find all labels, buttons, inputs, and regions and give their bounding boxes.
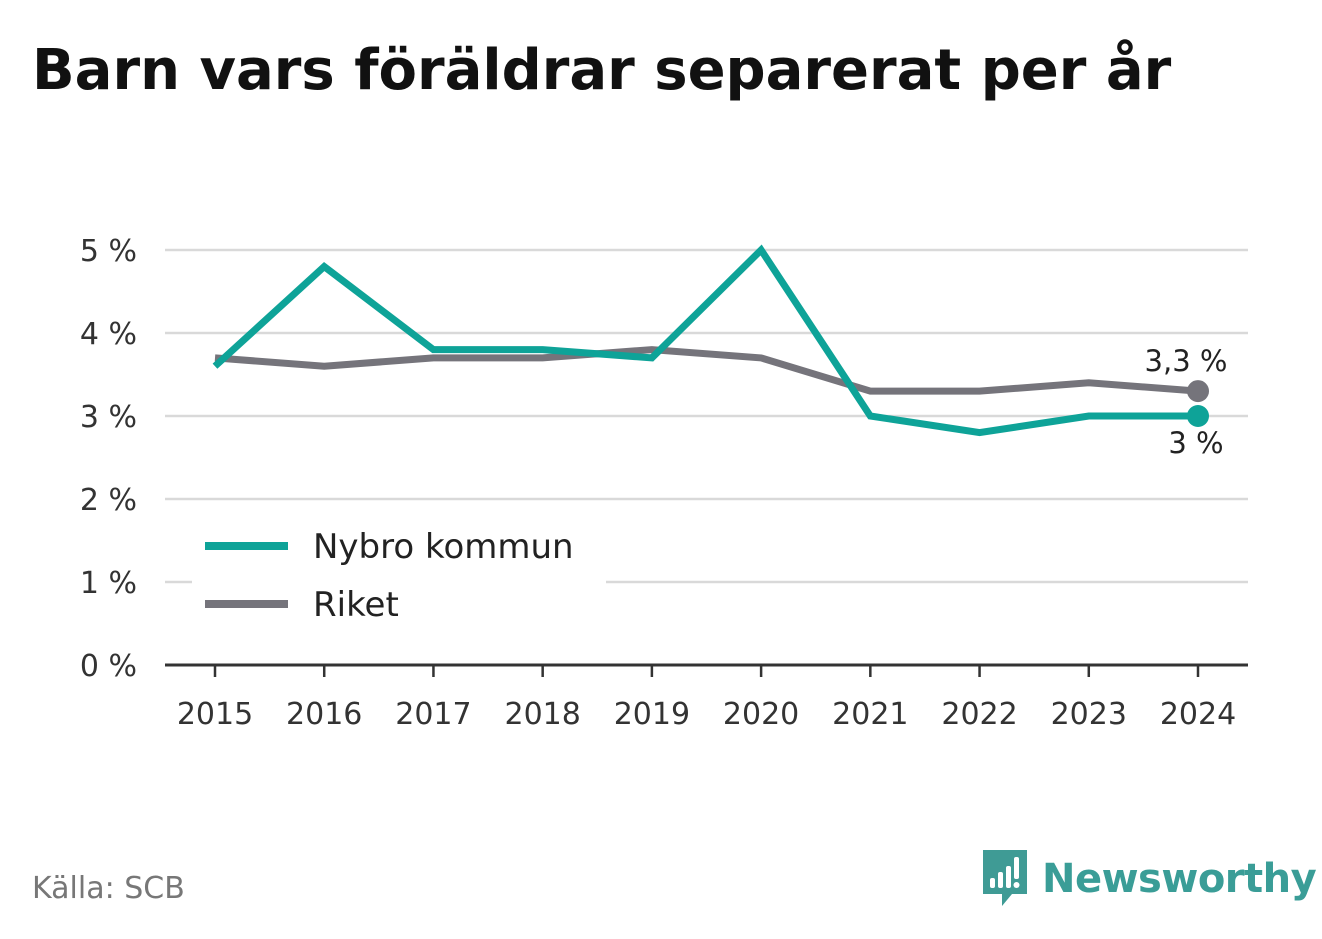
y-tick-label: 1 %: [80, 566, 137, 601]
series-end-point: [1187, 405, 1209, 427]
legend: Nybro kommun Riket: [192, 520, 606, 638]
x-tick-label: 2018: [504, 697, 580, 732]
x-tick-label: 2023: [1051, 697, 1127, 732]
x-tick-label: 2017: [395, 697, 471, 732]
y-tick-label: 2 %: [80, 483, 137, 518]
series-end-point: [1187, 380, 1209, 403]
y-tick-label: 4 %: [80, 317, 137, 352]
newsworthy-logo-icon: [983, 850, 1027, 906]
y-axis-ticks: 0 % 1 % 2 % 3 % 4 % 5 %: [80, 234, 137, 684]
y-tick-label: 5 %: [80, 234, 137, 269]
x-tick-label: 2019: [614, 697, 690, 732]
end-value-label: 3 %: [1168, 426, 1223, 460]
end-value-label: 3,3 %: [1145, 344, 1228, 378]
x-tick-label: 2015: [177, 697, 253, 732]
x-tick-label: 2024: [1160, 697, 1236, 732]
x-tick-label: 2016: [286, 697, 362, 732]
series-lines: 3,3 % 3 %: [212, 244, 1228, 460]
legend-label: Riket: [313, 585, 399, 625]
brand-name: Newsworthy: [1042, 856, 1317, 902]
legend-label: Nybro kommun: [313, 527, 574, 567]
line-chart: 0 %1 %2 %3 %4 %5 % 2015 2016 2017 2018 2019 2…: [80, 234, 1248, 732]
series-line: [212, 244, 1198, 437]
x-tick-label: 2022: [941, 697, 1017, 732]
legend-background: [192, 520, 606, 638]
source-note: Källa: SCB: [32, 871, 185, 906]
chart-title: Barn vars föräldrar separerat per år: [32, 38, 1172, 103]
brand-logo: Newsworthy: [980, 848, 1317, 910]
x-tick-label: 2020: [723, 697, 799, 732]
x-axis-ticks: 2015 2016 2017 2018 2019 2020 2021 2022 2023 2024: [177, 665, 1236, 732]
y-tick-label: 3 %: [80, 400, 137, 435]
y-tick-label: 0 %: [80, 649, 137, 684]
x-tick-label: 2021: [832, 697, 908, 732]
series-line: [214, 346, 1199, 395]
